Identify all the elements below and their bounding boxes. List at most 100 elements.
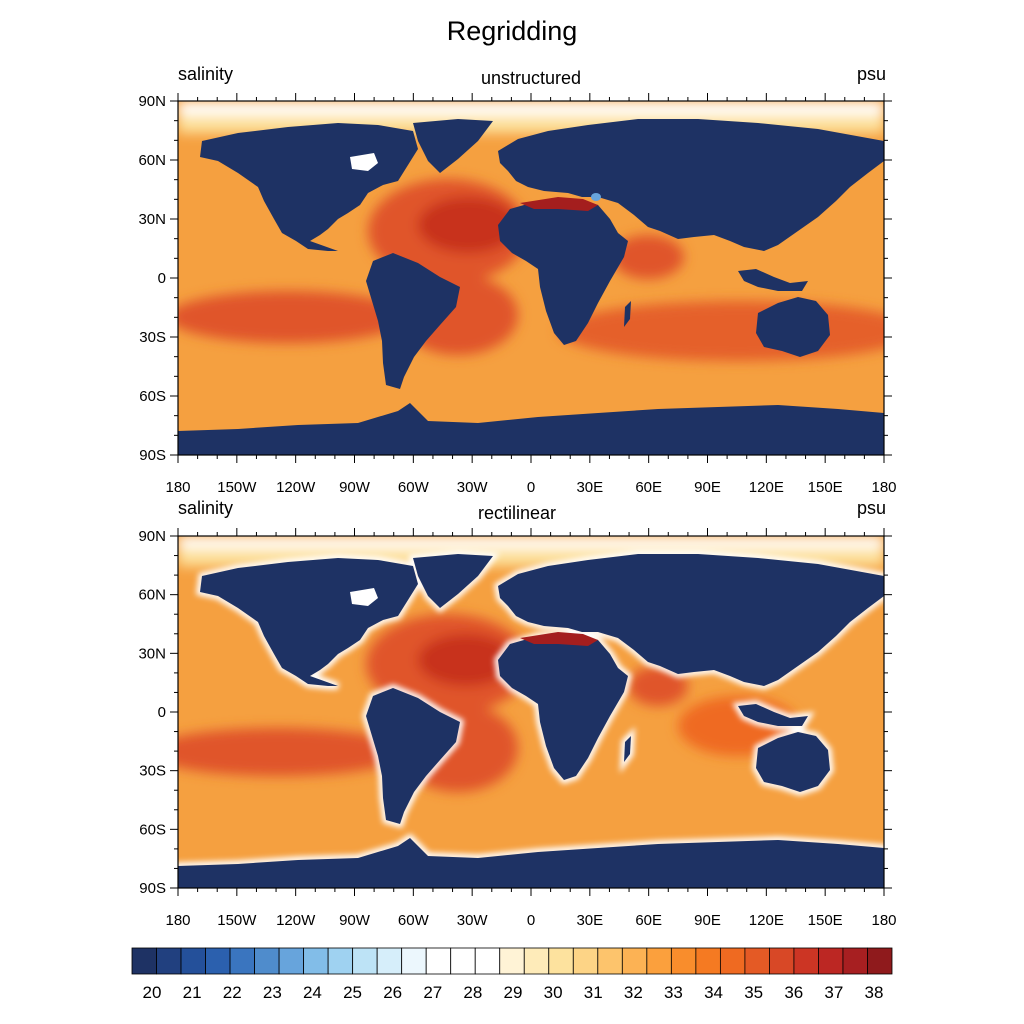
colorbar-swatch (450, 947, 476, 975)
lon-label: 180 (165, 479, 190, 496)
lat-label: 90N (138, 93, 166, 110)
colorbar-label: 27 (423, 983, 442, 1002)
colorbar-swatch (156, 947, 182, 975)
lon-label: 120E (749, 479, 784, 496)
colorbar-swatch (303, 947, 329, 975)
lat-label: 90N (138, 528, 166, 545)
colorbar-swatch (670, 947, 697, 975)
colorbar-label: 35 (744, 983, 763, 1002)
colorbar-label: 28 (463, 983, 482, 1002)
lat-label: 30S (139, 329, 166, 346)
colorbar-swatch (205, 947, 231, 975)
lon-label: 180 (871, 479, 896, 496)
lon-label: 90W (339, 479, 371, 496)
colorbar-swatch (793, 947, 819, 975)
lon-label: 90W (339, 912, 371, 929)
colorbar-label: 30 (544, 983, 563, 1002)
colorbar-label: 34 (704, 983, 723, 1002)
colorbar-swatch (278, 947, 305, 975)
colorbar-swatch (352, 947, 378, 975)
colorbar-swatch (548, 947, 574, 975)
lon-label: 0 (527, 479, 535, 496)
colorbar-swatch (523, 947, 550, 975)
lat-label: 30S (139, 763, 166, 780)
panel2-units-label: psu (856, 498, 886, 518)
colorbar-swatch (744, 947, 770, 975)
colorbar-swatch (499, 947, 525, 975)
lon-label: 120W (276, 912, 316, 929)
figure-title: Regridding (446, 16, 578, 46)
lon-label: 150E (808, 912, 843, 929)
lon-label: 150W (217, 912, 257, 929)
lat-label: 60N (138, 152, 166, 169)
lon-label: 60E (635, 912, 662, 929)
colorbar-swatch (474, 947, 501, 975)
colorbar-label: 31 (584, 983, 603, 1002)
colorbar-swatch (180, 947, 206, 975)
colorbar-swatch (254, 947, 280, 975)
colorbar-swatch (842, 947, 868, 975)
colorbar-swatch (867, 947, 893, 975)
lon-label: 60E (635, 479, 662, 496)
panel1-units-label: psu (856, 64, 886, 84)
colorbar-swatch (131, 947, 157, 975)
lat-label: 90S (139, 880, 166, 897)
colorbar-swatch (572, 947, 599, 975)
lat-label: 30N (138, 211, 166, 228)
lon-label: 150E (808, 479, 843, 496)
lat-label: 90S (139, 447, 166, 464)
colorbar-swatch (376, 947, 403, 975)
lon-label: 60W (398, 479, 430, 496)
colorbar-swatch (818, 947, 844, 975)
colorbar-label: 32 (624, 983, 643, 1002)
colorbar-label: 36 (784, 983, 803, 1002)
lon-label: 30E (576, 912, 603, 929)
colorbar-swatch (327, 947, 354, 975)
colorbar-label: 24 (303, 983, 322, 1002)
lon-label: 150W (217, 479, 257, 496)
colorbar-label: 38 (865, 983, 884, 1002)
lon-label: 120E (749, 912, 784, 929)
colorbar-swatch (719, 947, 746, 975)
lat-label: 30N (138, 645, 166, 662)
colorbar-label: 25 (343, 983, 362, 1002)
lat-label: 60N (138, 587, 166, 604)
lat-label: 60S (139, 388, 166, 405)
colorbar-swatch (769, 947, 795, 975)
lon-label: 30E (576, 479, 603, 496)
colorbar-swatch (597, 947, 623, 975)
colorbar-label: 26 (383, 983, 402, 1002)
colorbar-swatch (401, 947, 427, 975)
colorbar-label: 22 (223, 983, 242, 1002)
lon-label: 60W (398, 912, 430, 929)
panel2-grid-label: rectilinear (477, 503, 557, 523)
colorbar (131, 947, 893, 975)
lon-label: 90E (694, 479, 721, 496)
lon-label: 30W (457, 912, 489, 929)
colorbar-labels: 20 21 22 23 24 25 26 27 28 29 30 31 32 33 34 35 36 37 38 (143, 983, 884, 1002)
lon-label: 30W (457, 479, 489, 496)
panel1-map (178, 101, 884, 455)
lon-label: 180 (871, 912, 896, 929)
axis-ticks (170, 93, 892, 896)
lat-label: 60S (139, 821, 166, 838)
axis-labels: 90N 60N 30N 0 30S 60S 90S 180 150W 120W 90W 60W 30W 0… (138, 93, 896, 929)
colorbar-label: 33 (664, 983, 683, 1002)
colorbar-label: 20 (143, 983, 162, 1002)
colorbar-swatch (229, 947, 255, 975)
colorbar-swatch (695, 947, 721, 975)
panel2-map (178, 536, 884, 888)
lon-label: 120W (276, 479, 316, 496)
panel2-variable-label: salinity (178, 498, 234, 518)
lat-label: 0 (158, 704, 166, 721)
colorbar-swatch (646, 947, 672, 975)
colorbar-swatch (425, 947, 452, 975)
panel1-variable-label: salinity (178, 64, 234, 84)
lon-label: 90E (694, 912, 721, 929)
colorbar-swatch (621, 947, 648, 975)
panel1-grid-label: unstructured (480, 68, 582, 88)
colorbar-label: 21 (183, 983, 202, 1002)
lon-label: 0 (527, 912, 535, 929)
lat-label: 0 (158, 270, 166, 287)
